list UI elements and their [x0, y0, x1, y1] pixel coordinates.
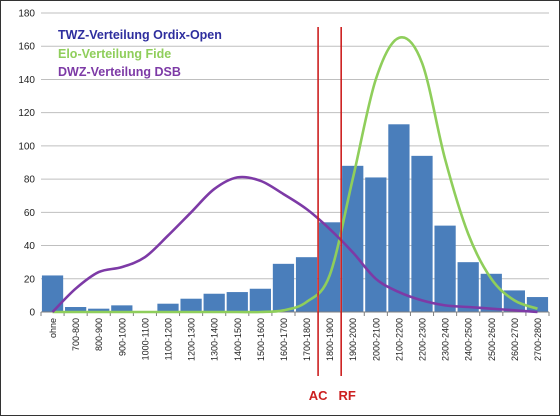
bar-1200-1300 [180, 298, 202, 312]
x-tick-label-1800-1900: 1800-1900 [325, 318, 335, 361]
bar-1500-1600 [249, 288, 271, 312]
x-tick-label-ohne: ohne [48, 318, 58, 338]
y-tick-label-20: 20 [24, 274, 36, 285]
bar-1100-1200 [157, 303, 179, 312]
x-tick-label-2600-2700: 2600-2700 [510, 318, 520, 361]
legend-entry-2: Elo-Verteilung Fide [58, 47, 171, 61]
y-tick-label-180: 180 [18, 9, 35, 20]
x-tick-label-2100-2200: 2100-2200 [394, 318, 404, 361]
y-tick-label-120: 120 [18, 108, 35, 119]
x-tick-label-2500-2600: 2500-2600 [487, 318, 497, 361]
x-tick-label-2000-2100: 2000-2100 [371, 318, 381, 361]
y-tick-label-160: 160 [18, 42, 35, 53]
x-tick-label-1300-1400: 1300-1400 [210, 318, 220, 361]
legend-entry-3: DWZ-Verteilung DSB [58, 65, 181, 79]
y-tick-label-60: 60 [24, 208, 36, 219]
y-tick-label-100: 100 [18, 141, 35, 152]
bar-1400-1500 [226, 292, 248, 312]
bar-700-800 [65, 307, 87, 312]
bar-2300-2400 [434, 225, 456, 312]
x-tick-label-2400-2500: 2400-2500 [464, 318, 474, 361]
x-tick-label-1100-1200: 1100-1200 [164, 318, 174, 360]
x-tick-label-1200-1300: 1200-1300 [187, 318, 197, 361]
bar-2700-2800 [526, 297, 549, 312]
x-tick-label-800-900: 800-900 [94, 318, 104, 351]
x-tick-label-2200-2300: 2200-2300 [418, 318, 428, 361]
bar-1600-1700 [272, 263, 295, 312]
y-tick-label-80: 80 [24, 175, 36, 186]
bar-2500-2600 [480, 273, 502, 312]
x-tick-label-900-1000: 900-1000 [117, 318, 127, 356]
y-tick-label-40: 40 [24, 241, 36, 252]
bar-1800-1900 [319, 222, 341, 312]
x-tick-label-1000-1100: 1000-1100 [140, 318, 150, 360]
x-tick-label-1600-1700: 1600-1700 [279, 318, 289, 361]
y-tick-label-0: 0 [29, 308, 35, 319]
bar-1300-1400 [203, 293, 225, 312]
bar-800-900 [88, 308, 110, 312]
legend-entry-1: TWZ-Verteilung Ordix-Open [58, 28, 222, 42]
reference-label-RF: RF [339, 388, 356, 403]
series-line-2 [51, 175, 538, 314]
reference-label-AC: AC [309, 388, 328, 403]
x-tick-label-1500-1600: 1500-1600 [256, 318, 266, 361]
bar-2200-2300 [411, 155, 433, 312]
bar-ohne [41, 275, 64, 312]
x-tick-label-1900-2000: 1900-2000 [348, 318, 358, 361]
x-tick-label-1700-1800: 1700-1800 [302, 318, 312, 361]
bar-900-1000 [111, 305, 133, 312]
x-tick-label-700-800: 700-800 [71, 318, 81, 351]
series-line-1 [52, 36, 538, 314]
bar-1700-1800 [295, 257, 318, 312]
bar-2400-2500 [457, 262, 479, 312]
bar-2000-2100 [365, 177, 387, 312]
bar-2100-2200 [388, 124, 410, 313]
x-tick-label-2300-2400: 2300-2400 [441, 318, 451, 361]
x-tick-label-2700-2800: 2700-2800 [533, 318, 543, 361]
x-tick-label-1400-1500: 1400-1500 [233, 318, 243, 361]
bar-1900-2000 [342, 165, 364, 312]
y-tick-label-140: 140 [18, 75, 35, 86]
